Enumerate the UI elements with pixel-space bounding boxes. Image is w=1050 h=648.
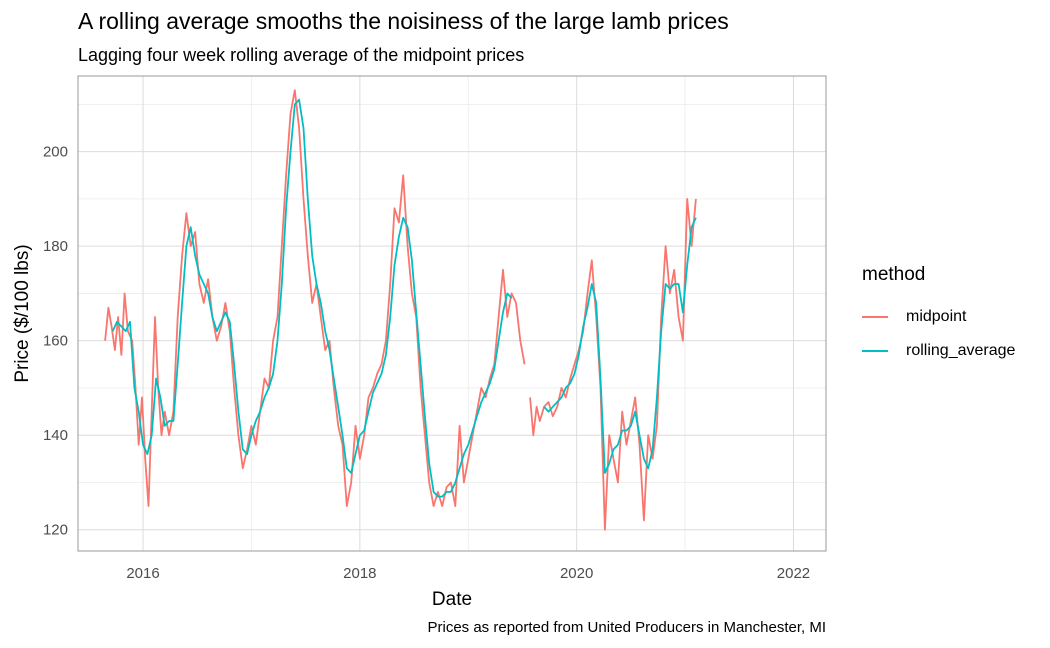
legend-title: method (862, 264, 926, 285)
y-tick-label: 120 (43, 522, 68, 539)
y-axis-title: Price ($/100 lbs) (12, 244, 33, 382)
series-line-midpoint (104, 89, 526, 507)
legend: method midpoint rolling_average (862, 264, 1015, 368)
y-tick-label: 140 (43, 427, 68, 444)
legend-item-rolling-average: rolling_average (862, 334, 1015, 368)
x-tick-label: 2016 (126, 565, 159, 582)
legend-item-midpoint: midpoint (862, 300, 1015, 334)
chart-subtitle: Lagging four week rolling average of the… (78, 45, 525, 65)
chart-title: A rolling average smooths the noisiness … (78, 8, 729, 34)
x-axis-title: Date (432, 589, 472, 610)
x-tick-label: 2020 (560, 565, 593, 582)
legend-label-midpoint: midpoint (906, 308, 967, 325)
y-tick-label: 200 (43, 144, 68, 161)
legend-key-rolling-average (862, 350, 888, 352)
series-line-midpoint (529, 198, 697, 531)
chart-caption: Prices as reported from United Producers… (427, 619, 827, 636)
legend-key-midpoint (862, 316, 888, 318)
x-tick-label: 2022 (777, 565, 810, 582)
plot-panel-border (77, 75, 827, 552)
x-tick-label: 2018 (343, 565, 376, 582)
legend-label-rolling-average: rolling_average (906, 342, 1016, 359)
y-tick-label: 160 (43, 333, 68, 350)
series-line-rolling-average (543, 217, 697, 474)
series-line-rolling-average (111, 98, 513, 498)
y-tick-label: 180 (43, 238, 68, 255)
